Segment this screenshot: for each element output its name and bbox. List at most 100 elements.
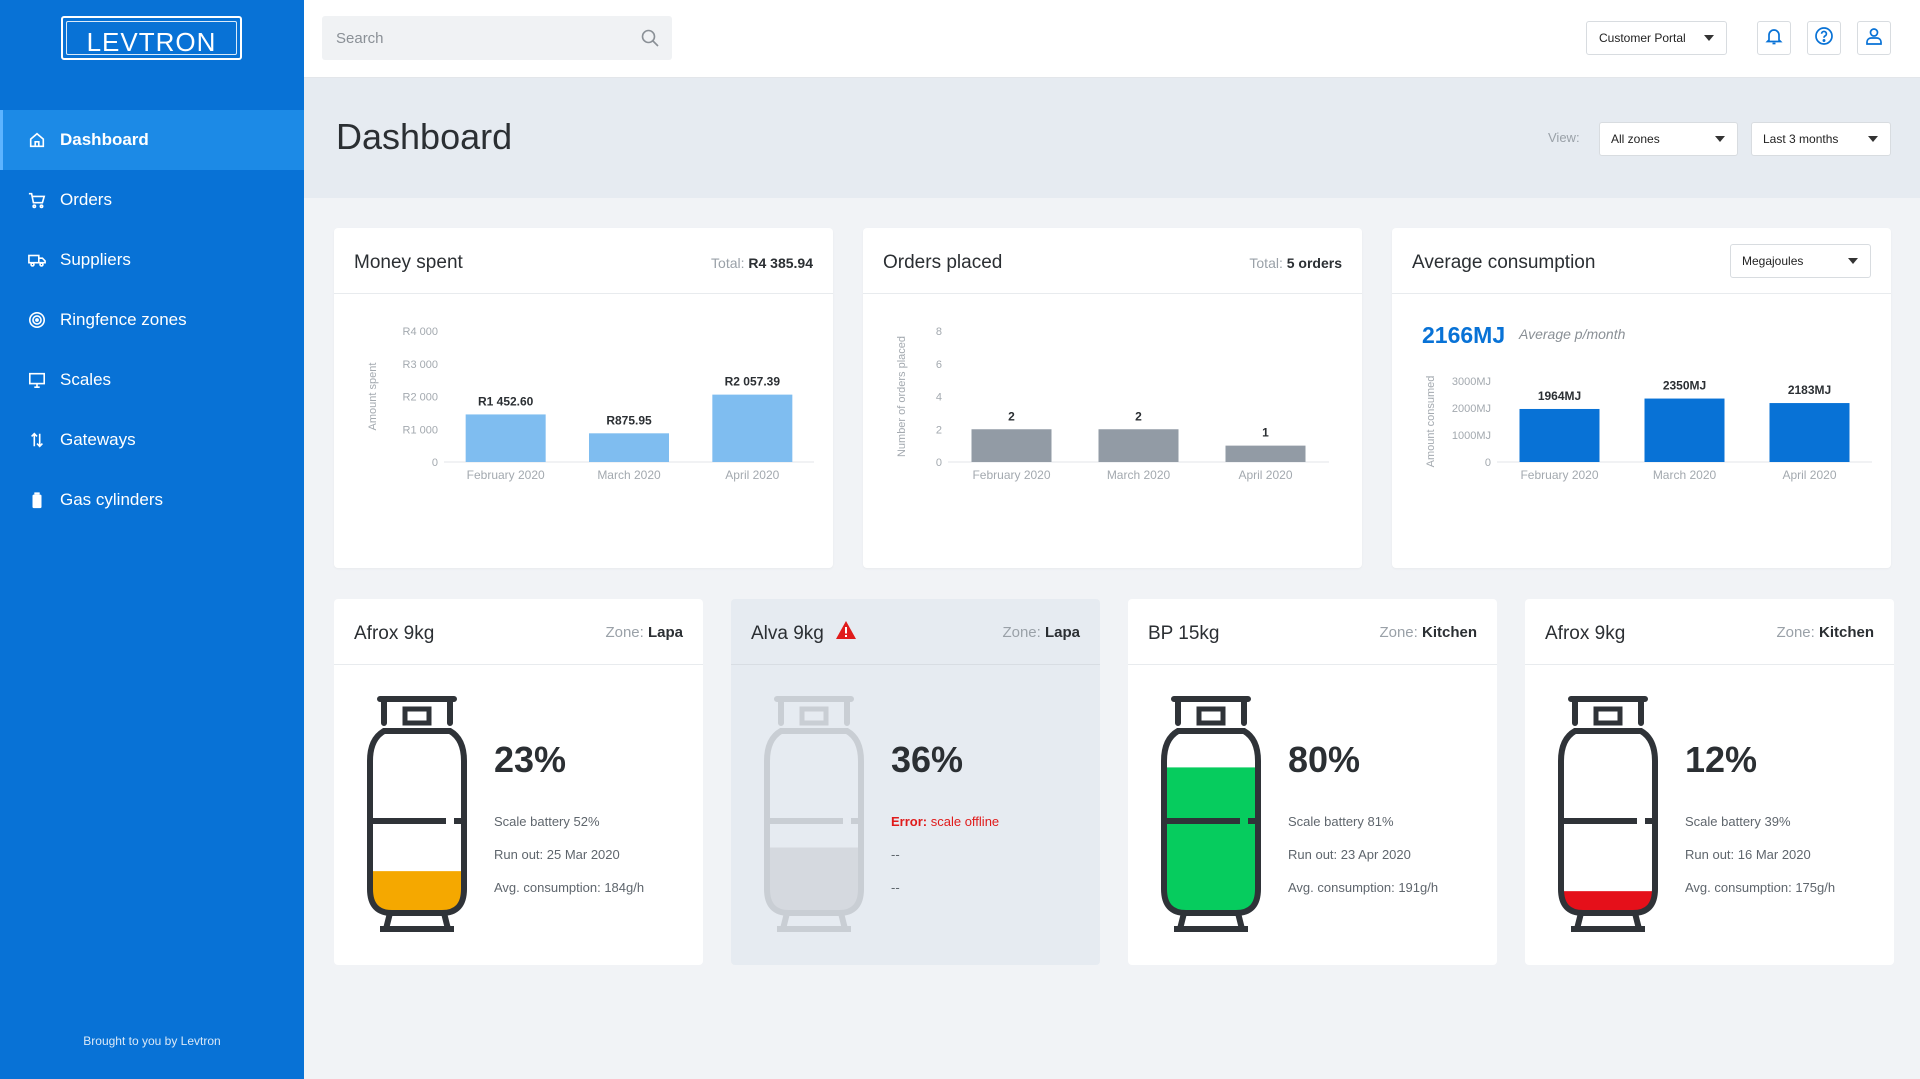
cylinder-valve [799, 706, 829, 726]
bar-value-label: 2 [1135, 409, 1142, 423]
bar-value-label: 2183MJ [1788, 383, 1831, 397]
bar [1519, 408, 1600, 462]
cylinder-card[interactable]: Afrox 9kg Zone: Kitchen 12% Scale battery 3… [1525, 599, 1894, 965]
cylinder-foot [777, 912, 851, 932]
user-icon [1864, 26, 1884, 51]
x-tick-label: February 2020 [972, 468, 1050, 482]
cylinder-card[interactable]: Afrox 9kg Zone: Lapa 23% Scale battery 52% R… [334, 599, 703, 965]
notifications-button[interactable] [1757, 21, 1791, 55]
cylinder-valve [1196, 706, 1226, 726]
x-tick-label: February 2020 [467, 468, 545, 482]
cylinder-detail: Run out: 23 Apr 2020 [1288, 847, 1411, 862]
cylinder-fill-level [370, 871, 464, 913]
card-header: Average consumption Megajoules [1392, 228, 1891, 294]
user-account-button[interactable] [1857, 21, 1891, 55]
y-tick-label: 1000MJ [1452, 430, 1491, 442]
chevron-down-icon [1868, 136, 1878, 142]
total-value: R4 385.94 [748, 255, 813, 271]
card-title: Orders placed [883, 252, 1003, 273]
average-consumption-value: 2166MJ [1422, 322, 1506, 348]
card-title: Average consumption [1412, 252, 1596, 273]
cylinder-fill-level [767, 847, 861, 913]
zone-select[interactable]: All zones [1599, 122, 1738, 156]
gas-cylinder-icon [1558, 696, 1658, 932]
x-tick-label: April 2020 [1782, 468, 1836, 482]
orders-placed-chart: Number of orders placed 0 2 4 6 8 2 February 20… [896, 326, 1329, 482]
search-input[interactable] [322, 16, 622, 60]
cylinder-body [1161, 728, 1261, 916]
bar-value-label: R1 452.60 [478, 394, 534, 408]
sidebar-item-scales[interactable]: Scales [0, 350, 304, 410]
cylinder-detail: -- [891, 880, 900, 895]
gas-cylinder-icon [764, 696, 864, 932]
cylinder-detail: Avg. consumption: 184g/h [494, 880, 645, 895]
gas-cylinder-icon [1161, 696, 1261, 932]
bar [1769, 403, 1850, 462]
cylinder-card[interactable]: BP 15kg Zone: Kitchen 80% Scale battery 81%… [1128, 599, 1497, 965]
portal-label: Customer Portal [1599, 31, 1686, 45]
money-total: Total: R4 385.94 [711, 255, 813, 271]
cylinder-handle [377, 696, 457, 726]
average-consumption-chart: Amount consumed 0 1000MJ 2000MJ 3000MJ 1964MJ… [1425, 376, 1872, 482]
sidebar-item-gateways[interactable]: Gateways [0, 410, 304, 470]
sidebar-item-label: Scales [60, 370, 112, 389]
gas-cylinder-icon [367, 696, 467, 932]
cylinder-foot [1571, 912, 1645, 932]
chevron-down-icon [1848, 258, 1858, 264]
customer-portal-dropdown[interactable]: Customer Portal [1586, 21, 1727, 55]
sidebar-item-suppliers[interactable]: Suppliers [0, 230, 304, 290]
bar [1225, 445, 1306, 462]
average-consumption-card: Average consumption Megajoules 2166MJ Av… [1392, 228, 1891, 568]
total-value: 5 orders [1286, 255, 1342, 271]
page-title: Dashboard [336, 116, 513, 157]
cylinder-detail: Scale battery 52% [494, 814, 600, 829]
help-button[interactable] [1807, 21, 1841, 55]
sidebar-item-gas-cylinders[interactable]: Gas cylinders [0, 470, 304, 530]
cylinder-detail: Scale battery 81% [1288, 814, 1394, 829]
x-tick-label: April 2020 [1238, 468, 1292, 482]
unit-select[interactable]: Megajoules [1730, 244, 1871, 278]
sidebar-item-ringfence-zones[interactable]: Ringfence zones [0, 290, 304, 350]
cylinder-handle [1568, 696, 1648, 726]
cylinder-name: Afrox 9kg [1545, 623, 1626, 644]
cylinder-detail: Scale battery 39% [1685, 814, 1791, 829]
error-text: scale offline [930, 814, 1000, 829]
cylinder-detail: Run out: 25 Mar 2020 [494, 847, 620, 862]
sidebar-item-dashboard[interactable]: Dashboard [0, 110, 304, 170]
cylinder-error: Error: scale offline [891, 814, 999, 829]
x-tick-label: March 2020 [1653, 468, 1717, 482]
cylinder-detail: Avg. consumption: 191g/h [1288, 880, 1439, 895]
page-header: Dashboard View: All zones Last 3 months [304, 78, 1920, 198]
zone-label: Zone: [605, 624, 648, 641]
search-icon[interactable] [640, 28, 660, 48]
bar-value-label: 1 [1262, 426, 1269, 440]
sidebar-item-label: Gas cylinders [60, 490, 163, 509]
help-icon [1814, 26, 1834, 51]
cylinder-percent: 23% [494, 739, 567, 780]
cylinder-handle [774, 696, 854, 726]
top-bar: Customer Portal [304, 0, 1920, 78]
y-tick-label: 2 [936, 424, 942, 436]
radar-icon [28, 311, 46, 329]
period-select[interactable]: Last 3 months [1751, 122, 1891, 156]
cylinder-body [1558, 728, 1658, 916]
cylinder-fill-level [1561, 891, 1655, 913]
cylinder-name: Alva 9kg [751, 623, 824, 644]
search-box [322, 16, 672, 60]
bar [589, 433, 669, 462]
levtron-logo[interactable]: LEVTRON [61, 16, 242, 60]
bar-value-label: 1964MJ [1538, 389, 1581, 403]
sidebar-item-orders[interactable]: Orders [0, 170, 304, 230]
money-spent-chart: Amount spent 0 R1 000 R2 000 R3 000 R4 000 R1 … [367, 326, 814, 482]
x-tick-label: April 2020 [725, 468, 779, 482]
cylinder-card-header: Alva 9kg Zone: Lapa [731, 599, 1100, 665]
y-tick-label: 0 [936, 457, 942, 469]
sidebar: LEVTRON Dashboard Orders Suppliers Ringf… [0, 0, 304, 1079]
cylinder-valve [402, 706, 432, 726]
cylinder-card-header: Afrox 9kg Zone: Lapa [334, 599, 703, 665]
cylinder-card-header: BP 15kg Zone: Kitchen [1128, 599, 1497, 665]
cylinder-card[interactable]: Alva 9kg Zone: Lapa 36% Error: scale offlin… [731, 599, 1100, 965]
money-spent-card: Money spent Total: R4 385.94 Amount spen… [334, 228, 833, 568]
view-label: View: [1548, 130, 1580, 145]
y-tick-label: R4 000 [403, 326, 438, 338]
